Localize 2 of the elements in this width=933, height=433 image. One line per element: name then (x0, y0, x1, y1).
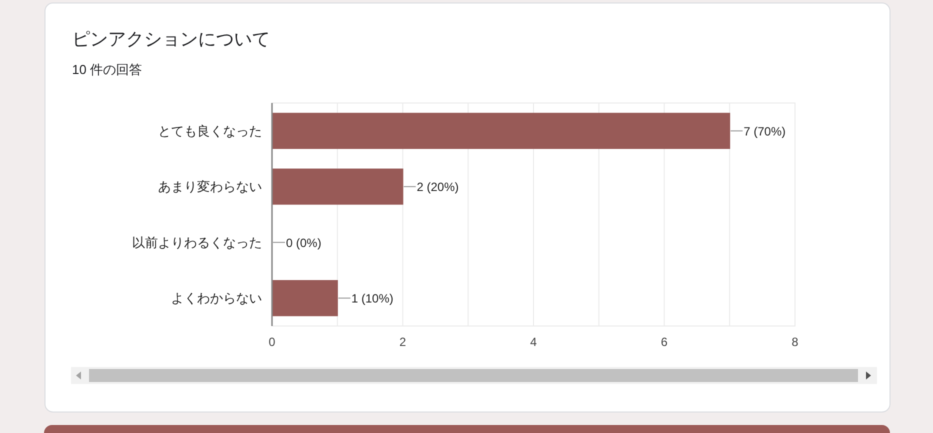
title: ピンアクションについて (72, 29, 270, 49)
subtitle: 10 件の回答 (72, 62, 142, 77)
